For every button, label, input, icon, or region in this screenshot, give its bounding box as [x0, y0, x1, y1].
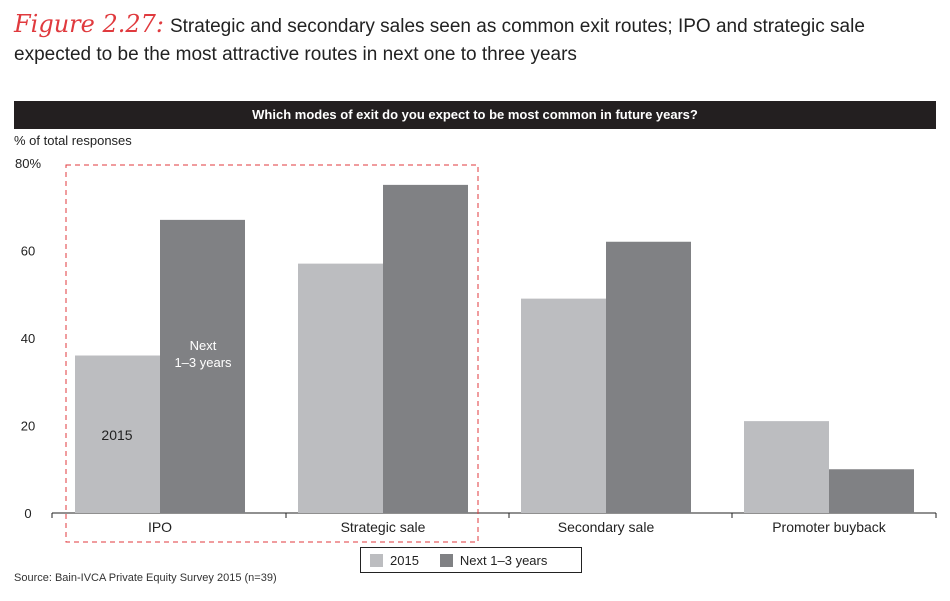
- chart-header: Which modes of exit do you expect to be …: [14, 101, 936, 129]
- bar-strategic-sale-2015: [298, 263, 383, 513]
- figure-label: Figure 2.27:: [14, 10, 164, 38]
- y-axis-label: % of total responses: [14, 133, 132, 148]
- source-note: Source: Bain-IVCA Private Equity Survey …: [14, 572, 277, 584]
- bar-secondary-sale-next: [606, 241, 691, 513]
- legend-label-2015: 2015: [390, 552, 419, 568]
- highlight-box: [65, 164, 479, 543]
- bar-ipo-next: [160, 219, 245, 513]
- x-tick-label: Promoter buyback: [772, 519, 887, 535]
- y-tick-label: 0: [24, 506, 31, 521]
- x-tick-label: IPO: [148, 519, 172, 535]
- x-tick-label: Strategic sale: [341, 519, 426, 535]
- legend-item-2015: 2015: [370, 553, 419, 568]
- y-tick-label: 40: [21, 331, 35, 346]
- bar-secondary-sale-2015: [521, 298, 606, 513]
- legend-swatch-next: [439, 553, 453, 567]
- bar-strategic-sale-next: [383, 184, 468, 513]
- annotation-next-years: 1–3 years: [174, 355, 232, 370]
- x-tick-label: Secondary sale: [558, 519, 655, 535]
- y-tick-label: 80%: [15, 156, 41, 171]
- legend-item-next: Next 1–3 years: [439, 552, 548, 568]
- annotation-2015: 2015: [101, 427, 132, 443]
- y-tick-label: 20: [21, 419, 35, 434]
- legend-swatch-2015: [370, 553, 383, 567]
- bar-promoter-buyback-2015: [744, 421, 829, 513]
- legend-label-next: Next 1–3 years: [459, 552, 548, 568]
- y-tick-label: 60: [21, 244, 35, 259]
- figure-title: Figure 2.27: Strategic and secondary sale…: [14, 10, 934, 69]
- figure-text: Strategic and secondary sales seen as co…: [14, 16, 865, 65]
- bar-promoter-buyback-next: [829, 469, 914, 513]
- legend: 2015 Next 1–3 years: [360, 547, 582, 573]
- annotation-next: Next: [190, 338, 217, 353]
- bar-ipo-2015: [75, 355, 160, 513]
